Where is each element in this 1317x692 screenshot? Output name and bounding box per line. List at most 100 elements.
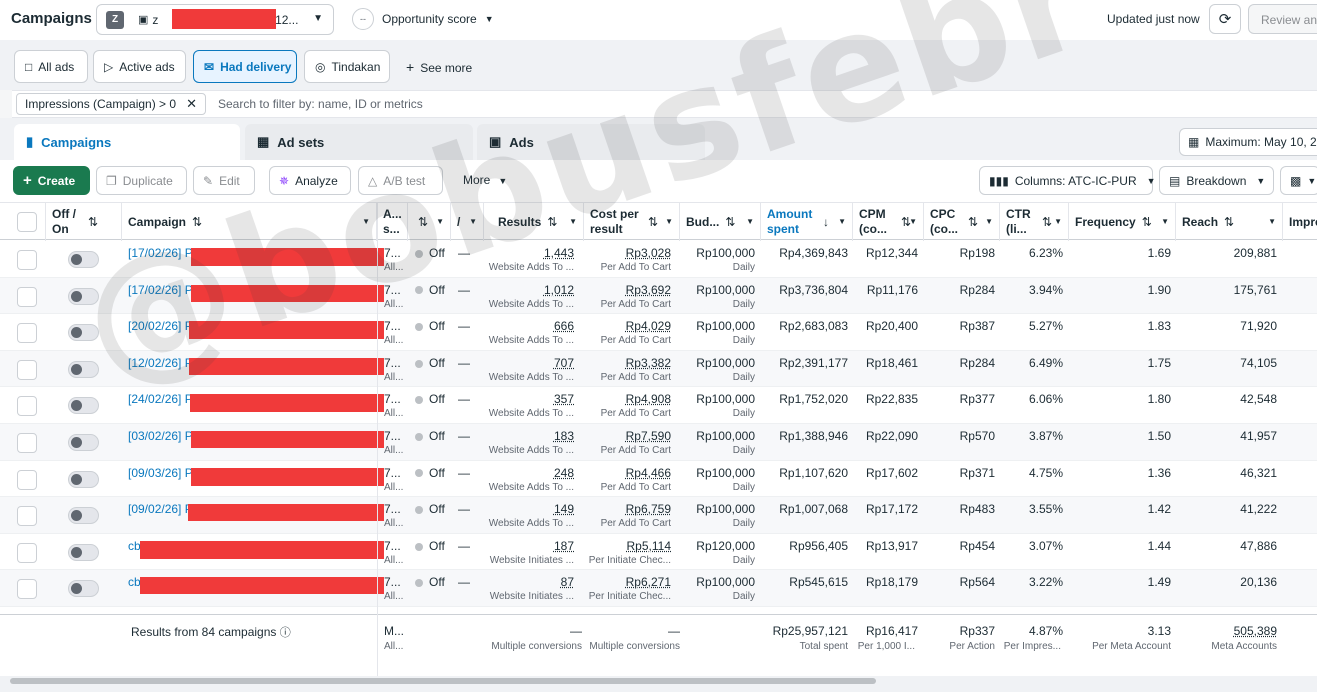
header-amount-spent[interactable]: Amount spent ↓ ▼: [761, 203, 853, 241]
header-results[interactable]: Results ⇅ ▼: [484, 203, 584, 241]
results-value[interactable]: 707: [553, 355, 574, 370]
cost-per-result-value[interactable]: Rp3,692: [625, 282, 671, 297]
on-off-toggle[interactable]: [68, 543, 99, 561]
table-row[interactable]: [24/02/26] P 7... All... Off — 357 Website Add…: [0, 387, 1317, 424]
row-checkbox[interactable]: [17, 506, 37, 527]
row-checkbox[interactable]: [17, 433, 37, 453]
header-delivery[interactable]: / ▼: [451, 203, 484, 241]
refresh-button[interactable]: ⟳: [1209, 4, 1241, 34]
results-value[interactable]: 87: [560, 575, 574, 590]
search-input[interactable]: Search to filter by: name, ID or metrics: [218, 97, 423, 111]
campaign-name-link[interactable]: [17/02/26] P: [128, 282, 193, 297]
on-off-toggle[interactable]: [68, 287, 99, 305]
campaign-name-link[interactable]: cb: [128, 538, 141, 553]
table-row[interactable]: [20/02/26] P 7... All... Off — 666 Website Add…: [0, 314, 1317, 351]
horizontal-scrollbar[interactable]: [10, 678, 876, 684]
table-row[interactable]: [03/02/26] P 7... All... Off — 183 Website Add…: [0, 424, 1317, 461]
table-row[interactable]: [09/03/26] P 7... All... Off — 248 Website Add…: [0, 461, 1317, 498]
row-checkbox[interactable]: [17, 323, 37, 344]
header-campaign[interactable]: Campaign ⇅ ▼: [122, 203, 377, 241]
row-checkbox[interactable]: [17, 469, 37, 490]
row-checkbox[interactable]: [17, 579, 37, 600]
on-off-toggle[interactable]: [68, 580, 99, 598]
on-off-toggle[interactable]: [68, 434, 99, 451]
row-checkbox[interactable]: [17, 359, 37, 380]
header-impressions[interactable]: Impre: [1283, 203, 1317, 241]
table-row[interactable]: [09/02/26] P 7... All... Off — 149 Website Add…: [0, 497, 1317, 534]
campaign-name-link[interactable]: [03/02/26] P: [128, 429, 193, 443]
header-ctr[interactable]: CTR (li... ⇅ ▼: [1000, 203, 1069, 241]
header-frequency[interactable]: Frequency ⇅ ▼: [1069, 203, 1176, 241]
budget-value[interactable]: Rp100,000: [696, 575, 755, 590]
results-value[interactable]: 183: [553, 429, 574, 443]
results-value[interactable]: 187: [553, 538, 574, 553]
select-all-checkbox[interactable]: [17, 212, 37, 232]
search-filter-bar[interactable]: Impressions (Campaign) > 0 ✕ Search to f…: [12, 90, 1317, 118]
on-off-toggle[interactable]: [68, 251, 99, 268]
columns-button[interactable]: ▮▮▮ Columns: ATC-IC-PUR ▼: [979, 166, 1156, 195]
row-checkbox[interactable]: [17, 286, 37, 307]
cost-per-result-value[interactable]: Rp3,382: [625, 355, 671, 370]
campaign-name-link[interactable]: cb: [128, 575, 141, 590]
campaign-name-link[interactable]: [12/02/26] P: [128, 355, 193, 370]
campaign-name-link[interactable]: [09/03/26] P: [128, 465, 193, 480]
review-and-publish-button[interactable]: Review and: [1248, 4, 1317, 34]
budget-value[interactable]: Rp120,000: [696, 538, 755, 553]
row-checkbox[interactable]: [17, 396, 37, 417]
on-off-toggle[interactable]: [68, 397, 99, 415]
campaign-name-link[interactable]: [09/02/26] P: [128, 502, 193, 517]
cost-per-result-value[interactable]: Rp3,028: [625, 246, 671, 260]
breakdown-button[interactable]: ▤ Breakdown ▼: [1159, 166, 1274, 195]
tindakan-button[interactable]: ◎ Tindakan: [304, 50, 390, 83]
results-value[interactable]: 666: [553, 319, 574, 334]
results-value[interactable]: 1,443: [543, 246, 574, 260]
header-budget[interactable]: Bud... ⇅ ▼: [680, 203, 761, 241]
header-cpm[interactable]: CPM (co... ⇅ ▼: [853, 203, 924, 241]
header-as[interactable]: A... s...: [377, 203, 408, 241]
campaign-name-link[interactable]: [17/02/26] P: [128, 246, 193, 260]
cost-per-result-value[interactable]: Rp6,271: [625, 575, 671, 590]
budget-value[interactable]: Rp100,000: [696, 429, 755, 443]
cost-per-result-value[interactable]: Rp4,466: [625, 465, 671, 480]
active-ads-button[interactable]: ▷ Active ads: [93, 50, 186, 83]
budget-value[interactable]: Rp100,000: [696, 502, 755, 517]
tab-ad-sets[interactable]: ▦ Ad sets: [245, 124, 473, 160]
budget-value[interactable]: Rp100,000: [696, 282, 755, 297]
table-row[interactable]: [17/02/26] P 7... All... Off — 1,012 Website A…: [0, 277, 1317, 315]
on-off-toggle[interactable]: [68, 324, 99, 342]
all-ads-button[interactable]: □ All ads: [14, 50, 88, 83]
create-button[interactable]: + Create: [13, 166, 90, 195]
tab-ads[interactable]: ▣ Ads: [477, 124, 705, 160]
reports-button[interactable]: ▩ ▼: [1280, 166, 1317, 195]
on-off-toggle[interactable]: [68, 470, 99, 488]
header-sort-col[interactable]: ⇅ ▼: [408, 203, 451, 241]
opportunity-score[interactable]: -- Opportunity score ▼: [352, 8, 494, 30]
close-icon[interactable]: ✕: [186, 96, 197, 111]
on-off-toggle[interactable]: [68, 507, 99, 525]
tab-campaigns[interactable]: ▮ Campaigns: [14, 124, 240, 160]
header-offon[interactable]: Off / On ⇅: [46, 203, 122, 241]
cost-per-result-value[interactable]: Rp4,908: [625, 392, 671, 407]
table-row[interactable]: [17/02/26] P 7... All... Off — 1,443 Website A…: [0, 241, 1317, 278]
campaign-name-link[interactable]: [20/02/26] P: [128, 319, 193, 334]
had-delivery-button[interactable]: ✉ Had delivery: [193, 50, 297, 83]
results-value[interactable]: 248: [553, 465, 574, 480]
table-row[interactable]: [12/02/26] P 7... All... Off — 707 Website Add…: [0, 350, 1317, 388]
see-more-button[interactable]: + See more: [406, 59, 472, 75]
table-row[interactable]: cb 7... All... Off — 87 Website Initiates ... R…: [0, 570, 1317, 607]
header-cost-per-result[interactable]: Cost per result ⇅ ▼: [584, 203, 680, 241]
more-button[interactable]: More ▼: [463, 173, 507, 187]
duplicate-button[interactable]: ❐ Duplicate: [96, 166, 187, 195]
header-reach[interactable]: Reach ⇅ ▼: [1176, 203, 1283, 241]
table-row[interactable]: cb 7... All... Off — 187 Website Initiates ...…: [0, 534, 1317, 571]
results-value[interactable]: 149: [553, 502, 574, 517]
results-value[interactable]: 1,012: [543, 282, 574, 297]
analyze-button[interactable]: ✵ Analyze: [269, 166, 351, 195]
ab-test-button[interactable]: △ A/B test: [358, 166, 443, 195]
edit-button[interactable]: ✎ Edit: [193, 166, 255, 195]
budget-value[interactable]: Rp100,000: [696, 319, 755, 334]
budget-value[interactable]: Rp100,000: [696, 392, 755, 407]
budget-value[interactable]: Rp100,000: [696, 355, 755, 370]
results-value[interactable]: 357: [553, 392, 574, 407]
budget-value[interactable]: Rp100,000: [696, 465, 755, 480]
